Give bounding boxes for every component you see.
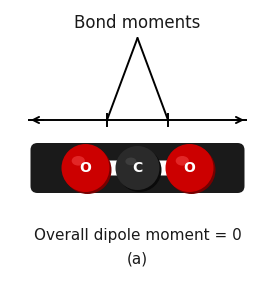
FancyBboxPatch shape	[90, 160, 121, 175]
Ellipse shape	[72, 156, 85, 166]
Ellipse shape	[62, 144, 109, 192]
FancyBboxPatch shape	[31, 143, 244, 193]
Text: O: O	[184, 161, 196, 175]
Text: (a): (a)	[127, 252, 148, 267]
Ellipse shape	[64, 146, 111, 194]
Text: O: O	[79, 161, 91, 175]
Ellipse shape	[176, 156, 189, 166]
Ellipse shape	[125, 158, 136, 165]
Ellipse shape	[167, 146, 216, 194]
FancyBboxPatch shape	[154, 160, 185, 175]
Ellipse shape	[166, 144, 213, 192]
Ellipse shape	[117, 148, 161, 192]
Text: Bond moments: Bond moments	[74, 14, 201, 32]
Ellipse shape	[116, 146, 160, 190]
Text: C: C	[132, 161, 143, 175]
Text: Overall dipole moment = 0: Overall dipole moment = 0	[34, 228, 241, 243]
